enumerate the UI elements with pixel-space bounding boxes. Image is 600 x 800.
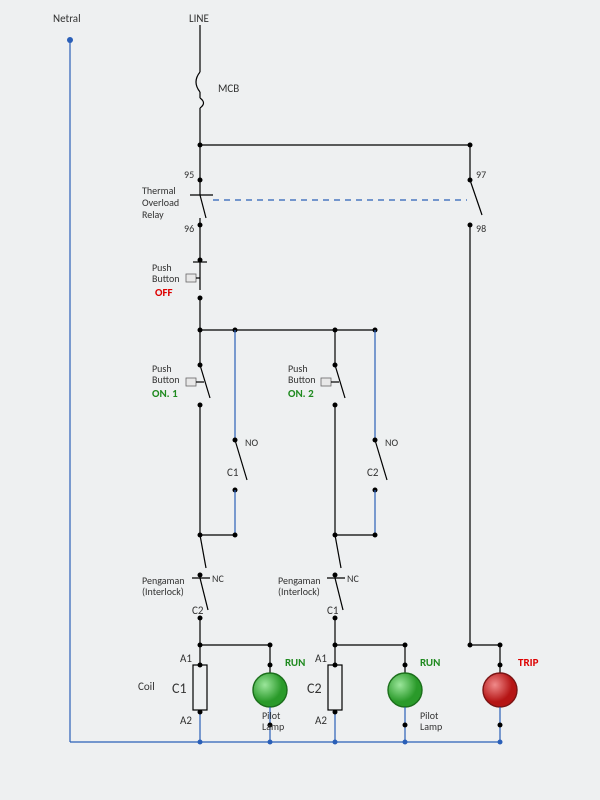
label-98: 98	[476, 222, 486, 235]
label-no-c2: NO	[385, 436, 398, 449]
label-pb-on1: PushButton	[152, 363, 179, 385]
label-mcb: MCB	[218, 82, 239, 95]
label-a2-2: A2	[315, 714, 327, 727]
label-coil-c1: C1	[172, 680, 187, 697]
label-trip: TRIP	[518, 656, 538, 669]
label-c2-no: C2	[367, 466, 378, 479]
label-c1-no: C1	[227, 466, 238, 479]
schematic-canvas: Netral LINE MCB ThermalOverloadRelay 95 …	[0, 0, 600, 800]
label-coil: Coil	[138, 680, 155, 693]
label-c1-nc: C1	[327, 604, 338, 617]
label-a1-2: A1	[315, 652, 327, 665]
label-off: OFF	[155, 286, 173, 299]
label-run2: RUN	[420, 656, 440, 669]
label-pb-on2: PushButton	[288, 363, 315, 385]
label-95: 95	[184, 168, 194, 181]
label-pb-off: PushButton	[152, 262, 179, 284]
label-97: 97	[476, 168, 486, 181]
pilot-lamp-trip	[483, 673, 517, 707]
label-on2: ON. 2	[288, 387, 314, 400]
label-96: 96	[184, 222, 194, 235]
label-no-c1: NO	[245, 436, 258, 449]
label-run1: RUN	[285, 656, 305, 669]
label-a2-1: A2	[180, 714, 192, 727]
label-tor: ThermalOverloadRelay	[142, 185, 179, 221]
label-neutral: Netral	[53, 12, 81, 25]
wiring-svg	[0, 0, 600, 800]
label-line: LINE	[189, 12, 209, 25]
label-nc-c2: NC	[212, 572, 224, 585]
label-a1-1: A1	[180, 652, 192, 665]
label-nc-c1: NC	[347, 572, 359, 585]
pilot-lamp-run1	[253, 673, 287, 707]
label-on1: ON. 1	[152, 387, 178, 400]
label-interlock1: Pengaman(Interlock)	[142, 575, 185, 597]
pilot-lamp-run2	[388, 673, 422, 707]
label-pilot2: PilotLamp	[420, 710, 442, 732]
label-c2-nc: C2	[192, 604, 203, 617]
label-interlock2: Pengaman(Interlock)	[278, 575, 321, 597]
label-coil-c2: C2	[307, 680, 322, 697]
label-pilot1: PilotLamp	[262, 710, 284, 732]
